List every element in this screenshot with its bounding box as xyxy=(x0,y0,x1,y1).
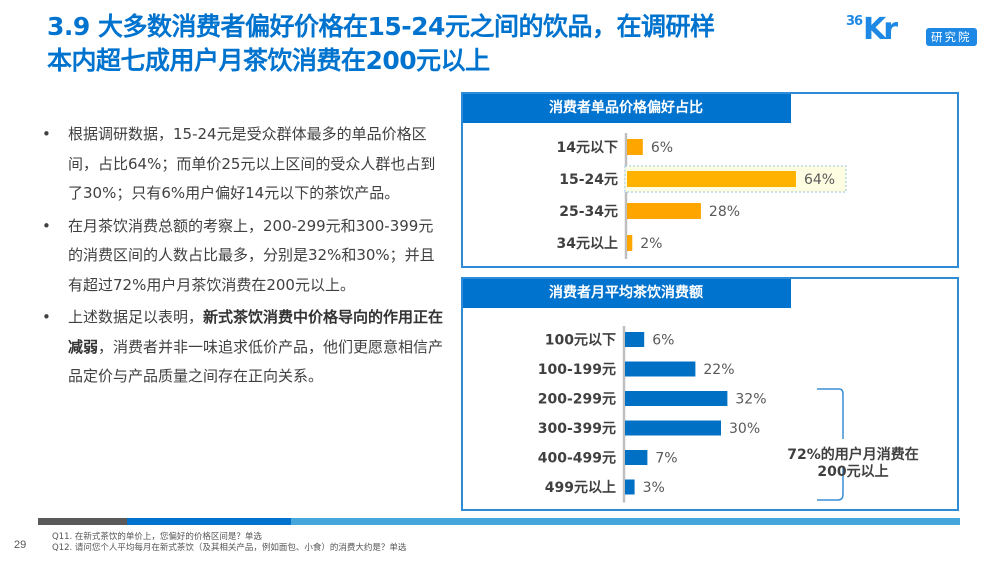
category-label: 300-399元 xyxy=(538,421,616,437)
value-label: 28% xyxy=(709,204,740,220)
annotation-line-1: 72%的用户月消费在 xyxy=(787,446,919,463)
bullet-text: ，消费者并非一味追求低价产品，他们更愿意相信产品定价与产品质量之间存在正向关系。 xyxy=(68,337,444,386)
category-label: 34元以上 xyxy=(557,236,618,252)
value-label: 30% xyxy=(729,421,760,437)
value-label: 22% xyxy=(703,362,734,378)
bar xyxy=(627,171,796,187)
page-number: 29 xyxy=(14,539,27,551)
footer-stripe-blue xyxy=(127,518,291,525)
monthly-spend-chart-box: 消费者月平均茶饮消费额 100元以下 6% 100-199元 22% 200-299元 3… xyxy=(461,277,959,511)
bullet-marker: • xyxy=(42,216,51,235)
bar xyxy=(625,361,696,377)
footnote: Q11. 在新式茶饮的单价上，您偏好的价格区间是？单选 xyxy=(52,532,262,542)
bar xyxy=(627,235,633,251)
chart-title: 消费者单品价格偏好占比 xyxy=(549,100,703,116)
chart-header: 消费者月平均茶饮消费额 xyxy=(463,279,791,308)
footnotes: Q11. 在新式茶饮的单价上，您偏好的价格区间是？单选 Q12. 请问您个人平均… xyxy=(52,532,406,554)
footnote: Q12. 请问您个人平均每月在新式茶饮（及其相关产品，例如面包、小食）的消费大约… xyxy=(52,543,407,553)
annotation-line-2: 200元以上 xyxy=(817,464,888,480)
bar xyxy=(627,139,643,155)
bracket-bottom xyxy=(817,489,844,501)
bullet-marker: • xyxy=(42,308,51,326)
36kr-logo: 36 Kr 研究院 xyxy=(846,12,986,54)
value-label: 2% xyxy=(640,236,662,252)
price-preference-chart-box: 消费者单品价格偏好占比 14元以下 6% 15-24元 64% 25-34元 28% 34元… xyxy=(461,92,959,268)
chart-header: 消费者单品价格偏好占比 xyxy=(463,94,791,123)
chart-title: 消费者月平均茶饮消费额 xyxy=(549,285,703,301)
bullet-item: • 根据调研数据，15-24元是受众群体最多的单品价格区间，占比64%；而单价2… xyxy=(38,120,448,209)
category-label: 25-34元 xyxy=(559,204,618,220)
bullet-text: 在月茶饮消费总额的考察上，200-299元和300-399元的消费区间的人数占比… xyxy=(68,216,435,294)
logo-number: 36 xyxy=(846,14,863,29)
bullet-marker: • xyxy=(42,125,51,143)
footer-stripe-lightblue xyxy=(291,518,960,525)
page-title: 3.9 大多数消费者偏好价格在15-24元之间的饮品，在调研样 本内超七成用户月… xyxy=(47,10,847,78)
bracket-top xyxy=(817,388,844,439)
bar xyxy=(625,332,645,347)
value-label: 6% xyxy=(652,333,674,349)
category-label: 14元以下 xyxy=(557,140,618,156)
category-label: 100元以下 xyxy=(545,333,616,349)
category-label: 499元以上 xyxy=(545,480,616,496)
bullet-list: • 根据调研数据，15-24元是受众群体最多的单品价格区间，占比64%；而单价2… xyxy=(38,120,448,395)
bullet-text: 上述数据足以表明， xyxy=(68,308,204,326)
bullet-bold-text: 新式茶饮消费中价格导向的作用正在减弱 xyxy=(68,308,444,356)
bar xyxy=(625,391,728,406)
value-label: 64% xyxy=(804,172,835,188)
logo-letters: Kr xyxy=(863,12,898,47)
category-label: 200-299元 xyxy=(538,392,616,408)
bullet-item: • 在月茶饮消费总额的考察上，200-299元和300-399元的消费区间的人数… xyxy=(38,212,448,301)
category-label: 15-24元 xyxy=(559,172,618,188)
bar xyxy=(625,420,721,436)
category-label: 100-199元 xyxy=(538,362,616,378)
title-line-1: 3.9 大多数消费者偏好价格在15-24元之间的饮品，在调研样 xyxy=(47,12,715,41)
value-label: 6% xyxy=(651,140,673,156)
bar xyxy=(625,479,635,495)
title-line-2: 本内超七成用户月茶饮消费在200元以上 xyxy=(47,46,490,75)
bar xyxy=(627,203,701,219)
footer-stripe-gray xyxy=(38,518,127,525)
value-label: 32% xyxy=(735,392,766,408)
bar xyxy=(625,450,648,465)
monthly-spend-chart: 100元以下 6% 100-199元 22% 200-299元 32% 300-399元 30… xyxy=(538,326,919,503)
value-label: 3% xyxy=(643,480,665,496)
logo-badge: 研究院 xyxy=(926,28,977,46)
bullet-item: • 上述数据足以表明，新式茶饮消费中价格导向的作用正在减弱，消费者并非一味追求低… xyxy=(38,303,448,392)
category-label: 400-499元 xyxy=(538,451,616,467)
bullet-text: 根据调研数据，15-24元是受众群体最多的单品价格区间，占比64%；而单价25元… xyxy=(68,125,436,202)
price-preference-chart: 14元以下 6% 15-24元 64% 25-34元 28% 34元以上 2% xyxy=(557,133,847,259)
value-label: 7% xyxy=(655,451,677,467)
